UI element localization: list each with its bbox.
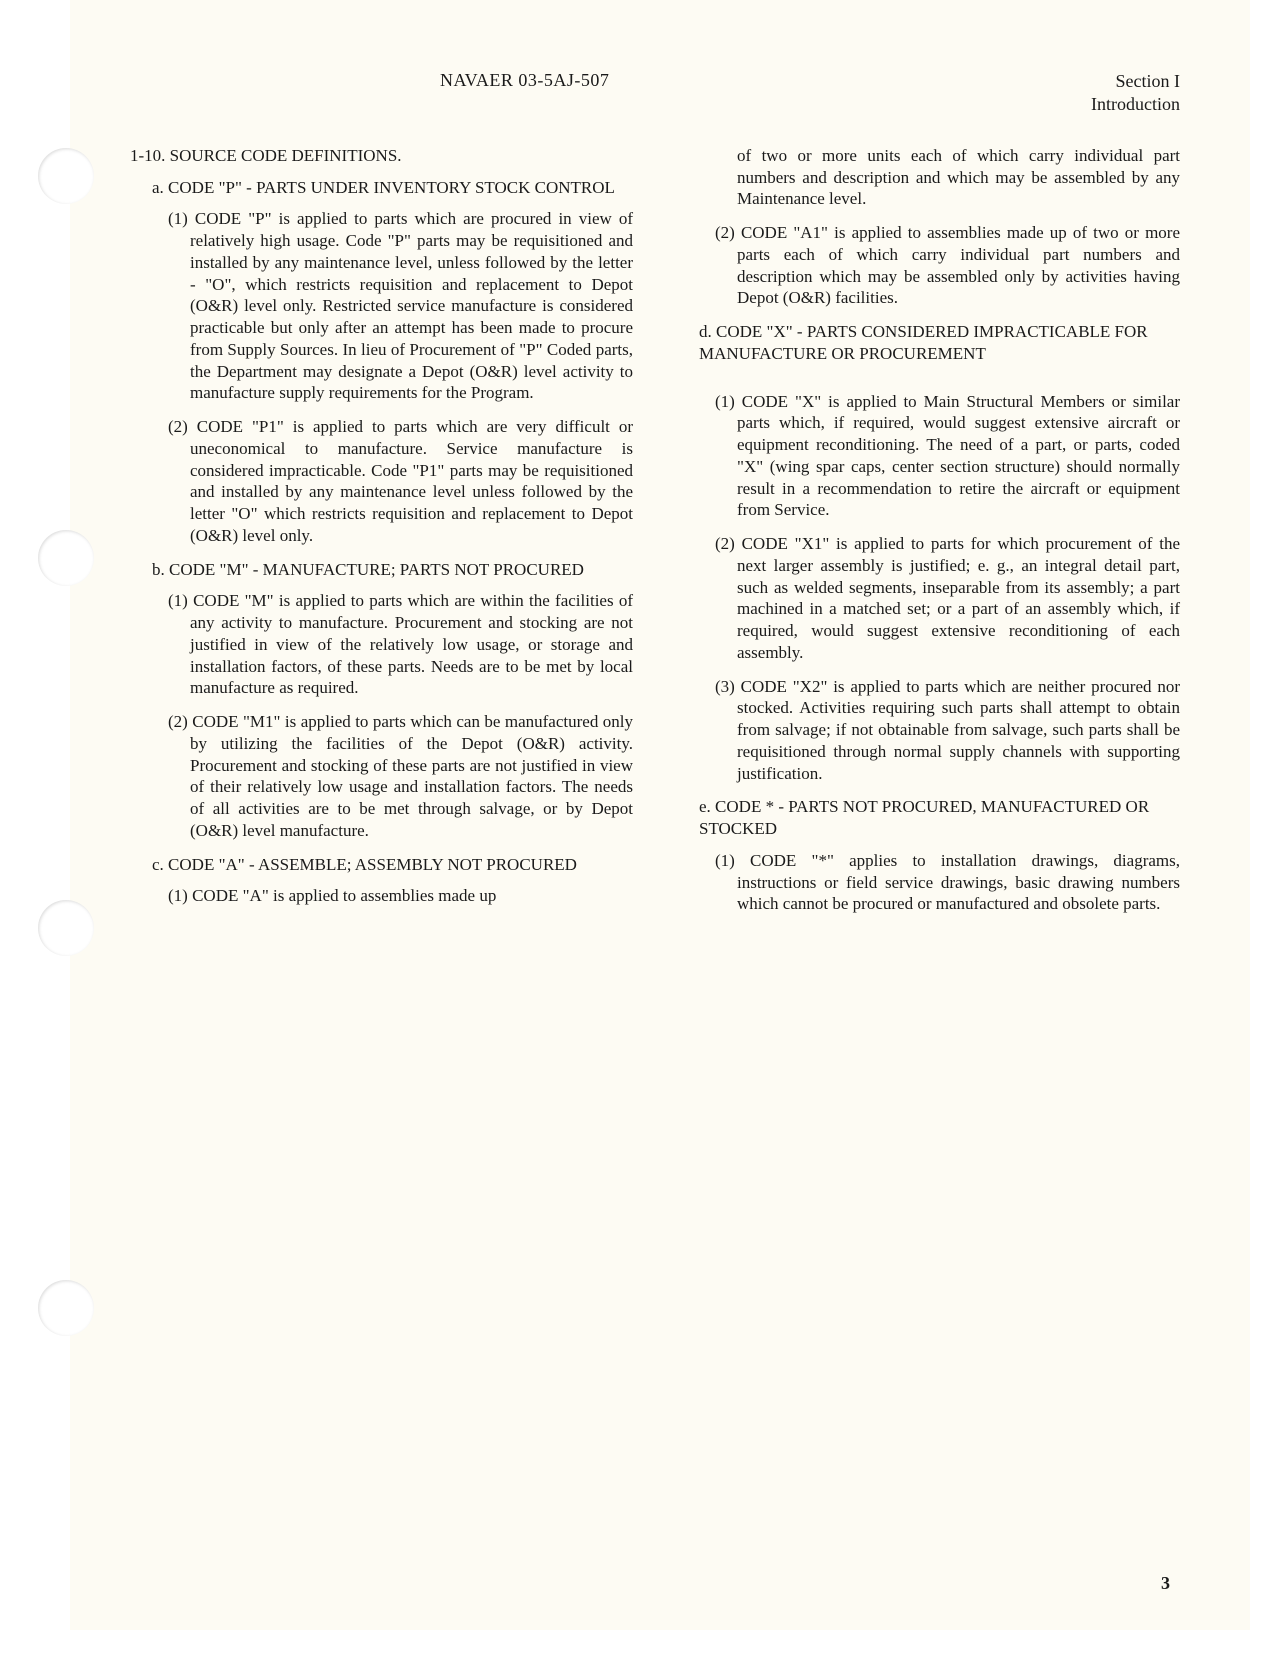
code-star-heading: e. CODE * - PARTS NOT PROCURED, MANUFACT… bbox=[699, 796, 1180, 840]
binder-hole-icon bbox=[38, 1280, 94, 1336]
document-number: NAVAER 03-5AJ-507 bbox=[440, 70, 609, 91]
code-x-block: d. CODE "X" - PARTS CONSIDERED IMPRACTIC… bbox=[677, 321, 1180, 365]
code-p-block: a. CODE "P" - PARTS UNDER INVENTORY STOC… bbox=[130, 177, 633, 199]
document-page: NAVAER 03-5AJ-507 Section I Introduction… bbox=[70, 0, 1250, 1630]
page-number: 3 bbox=[1161, 1573, 1170, 1594]
code-m-block: b. CODE "M" - MANUFACTURE; PARTS NOT PRO… bbox=[130, 559, 633, 581]
binder-hole-icon bbox=[38, 900, 94, 956]
code-x-item-2: (2) CODE "X1" is applied to parts for wh… bbox=[715, 533, 1180, 664]
code-a-heading: c. CODE "A" - ASSEMBLE; ASSEMBLY NOT PRO… bbox=[152, 854, 633, 876]
code-a-item-1-end: of two or more units each of which carry… bbox=[737, 145, 1180, 210]
code-x-item-3: (3) CODE "X2" is applied to parts which … bbox=[715, 676, 1180, 785]
section-title: 1-10. SOURCE CODE DEFINITIONS. bbox=[130, 145, 633, 167]
code-star-block: e. CODE * - PARTS NOT PROCURED, MANUFACT… bbox=[677, 796, 1180, 915]
section-label: Section I bbox=[1091, 70, 1180, 93]
section-header: Section I Introduction bbox=[1091, 70, 1180, 117]
code-p-item-2: (2) CODE "P1" is applied to parts which … bbox=[168, 416, 633, 547]
code-star-item-1: (1) CODE "*" applies to installation dra… bbox=[715, 850, 1180, 915]
code-a-block: c. CODE "A" - ASSEMBLE; ASSEMBLY NOT PRO… bbox=[130, 854, 633, 908]
code-x-heading: d. CODE "X" - PARTS CONSIDERED IMPRACTIC… bbox=[699, 321, 1180, 365]
binder-hole-icon bbox=[38, 530, 94, 586]
section-subtitle: Introduction bbox=[1091, 93, 1180, 116]
binder-hole-icon bbox=[38, 148, 94, 204]
code-m-item-2: (2) CODE "M1" is applied to parts which … bbox=[168, 711, 633, 842]
code-m-heading: b. CODE "M" - MANUFACTURE; PARTS NOT PRO… bbox=[152, 559, 633, 581]
body-content: 1-10. SOURCE CODE DEFINITIONS. a. CODE "… bbox=[130, 145, 1180, 923]
code-x-item-1: (1) CODE "X" is applied to Main Structur… bbox=[715, 391, 1180, 522]
code-a-item-1-start: (1) CODE "A" is applied to assemblies ma… bbox=[168, 885, 633, 907]
code-a-item-2: (2) CODE "A1" is applied to assemblies m… bbox=[715, 222, 1180, 309]
code-p-item-1: (1) CODE "P" is applied to parts which a… bbox=[168, 208, 633, 404]
code-p-heading: a. CODE "P" - PARTS UNDER INVENTORY STOC… bbox=[152, 177, 633, 199]
page-header: NAVAER 03-5AJ-507 Section I Introduction bbox=[130, 70, 1180, 117]
code-m-item-1: (1) CODE "M" is applied to parts which a… bbox=[168, 590, 633, 699]
